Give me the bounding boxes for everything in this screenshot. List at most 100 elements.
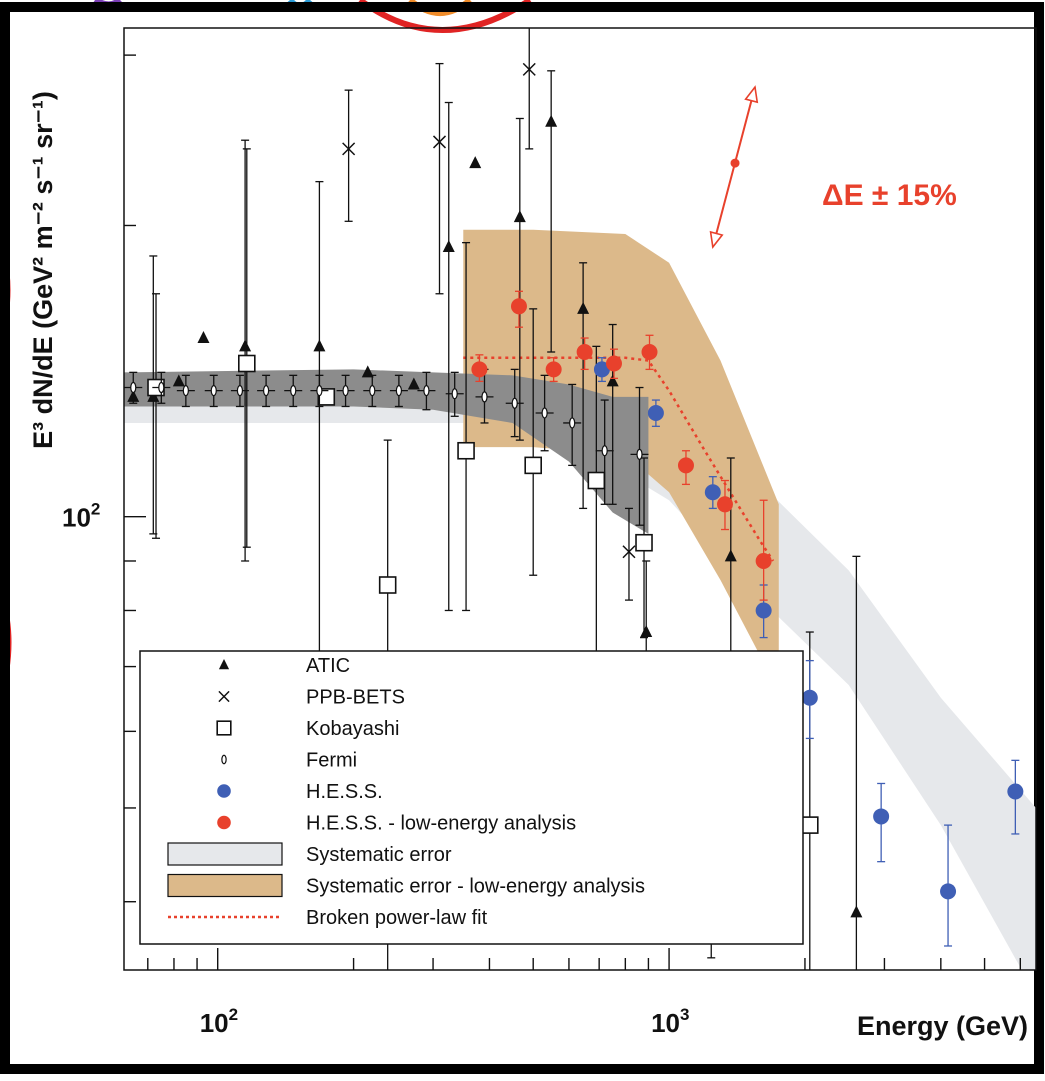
atic-point <box>545 114 558 127</box>
h-e-s-s-low-energy-analysis-point <box>716 496 733 513</box>
legend-label: Systematic error <box>306 844 452 866</box>
ppb-bets-point <box>432 135 447 149</box>
legend-item-h-e-s-s: H.E.S.S. <box>217 781 383 803</box>
fermi-point <box>423 385 430 397</box>
fermi-point <box>236 385 244 397</box>
legend-item-systematic-error: Systematic error <box>167 842 452 866</box>
ppb-bets-point-stroke-b <box>622 545 636 559</box>
kobayashi-point <box>800 816 819 834</box>
h-e-s-s-point <box>940 883 957 900</box>
y-tick-exponent: 2 <box>91 500 100 519</box>
series-layer <box>124 28 1024 970</box>
y-tick-label-100: 102 <box>62 500 100 533</box>
y-tick-base: 10 <box>62 503 91 533</box>
atic-point <box>640 625 653 638</box>
band-systematic-error <box>124 396 1036 970</box>
series-ppb-bets <box>342 28 636 601</box>
fermi-point <box>262 385 270 397</box>
legend-label: Systematic error - low-energy analysis <box>306 876 645 898</box>
legend-circle-swatch <box>217 815 231 830</box>
legend-label: PPB-BETS <box>306 687 405 709</box>
atic-point <box>361 365 374 378</box>
fermi-point <box>369 385 376 397</box>
h-e-s-s-low-energy-analysis-point <box>471 361 488 378</box>
legend-label: H.E.S.S. <box>306 781 383 803</box>
ppb-bets-point-stroke-b <box>342 142 356 156</box>
legend-circle-swatch <box>217 784 231 798</box>
atic-point <box>239 339 252 352</box>
fermi-point <box>130 381 137 394</box>
x-axis-title: Energy (GeV) <box>857 1011 1028 1041</box>
legend-item-broken-power-law-fit: Broken power-law fit <box>168 907 488 929</box>
atic-point <box>197 331 210 344</box>
kobayashi-point <box>587 471 606 490</box>
h-e-s-s-point <box>873 808 890 825</box>
fermi-point <box>569 417 576 429</box>
annotation-layer: ΔE ± 15% <box>709 85 957 249</box>
fermi-point <box>210 385 217 397</box>
fermi-point <box>290 385 297 397</box>
fermi-point <box>158 381 165 394</box>
atic-point <box>606 374 619 387</box>
legend-box <box>139 650 804 945</box>
fit-layer <box>463 356 775 562</box>
legend-item-h-e-s-s-low-energy-analysis: H.E.S.S. - low-energy analysis <box>217 813 576 835</box>
legend-layer: ATIC PPB-BETS Kobayashi Fermi H.E.S.S. H.E.S.… <box>139 650 804 945</box>
kobayashi-point <box>238 354 256 373</box>
h-e-s-s-point <box>593 361 610 378</box>
legend-item-atic: ATIC <box>218 655 350 677</box>
x-tick-label-1000: 103 <box>651 1005 689 1038</box>
energy-scale-annotation-label: ΔE ± 15% <box>822 179 957 212</box>
legend-diamond-swatch <box>221 754 227 765</box>
ppb-bets-point-stroke-b <box>522 62 536 76</box>
legend-band-swatch <box>167 842 283 866</box>
fermi-point <box>451 388 458 400</box>
legend-label: H.E.S.S. - low-energy analysis <box>306 813 576 835</box>
x-tick-exponent: 3 <box>680 1005 689 1024</box>
kobayashi-point <box>524 456 543 475</box>
h-e-s-s-point <box>801 689 818 706</box>
kobayashi-point <box>457 441 475 460</box>
atic-point <box>172 374 185 387</box>
atic-point <box>442 240 455 253</box>
series-h-e-s-s <box>593 357 1024 947</box>
ppb-bets-point <box>622 545 636 559</box>
legend-label: ATIC <box>306 655 350 677</box>
ppb-bets-point <box>342 142 356 156</box>
h-e-s-s-point <box>704 484 721 501</box>
legend-band-swatch <box>167 873 283 898</box>
h-e-s-s-point <box>755 602 772 619</box>
h-e-s-s-low-energy-analysis-point <box>677 457 694 474</box>
atic-point <box>313 339 326 352</box>
energy-scale-arrowhead-down <box>709 230 724 249</box>
legend-item-fermi: Fermi <box>221 750 357 772</box>
ppb-bets-point <box>522 62 536 76</box>
y-axis-title: E³ dN/dE (GeV² m⁻² s⁻¹ sr⁻¹) <box>28 91 58 449</box>
fermi-point <box>182 385 189 397</box>
h-e-s-s-low-energy-analysis-point <box>755 552 772 569</box>
energy-scale-arrowhead-up <box>744 85 759 104</box>
h-e-s-s-low-energy-analysis-point <box>605 355 622 372</box>
series-h-e-s-s-low-energy-analysis <box>471 290 772 601</box>
atic-point <box>513 210 526 223</box>
atic-point <box>724 549 737 562</box>
h-e-s-s-low-energy-analysis-point <box>576 343 593 360</box>
fermi-point <box>511 397 518 409</box>
legend-cross-swatch-stroke-b <box>218 690 230 703</box>
h-e-s-s-low-energy-analysis-point <box>641 343 658 360</box>
red-arc-ornament <box>358 0 532 33</box>
legend-item-ppb-bets: PPB-BETS <box>218 687 405 709</box>
x-tick-base: 10 <box>651 1008 680 1038</box>
ppb-bets-point-stroke-b <box>432 135 447 149</box>
atic-point <box>407 377 420 390</box>
legend-label: Kobayashi <box>306 718 399 740</box>
atic-point <box>469 156 482 169</box>
series-fermi <box>124 368 649 526</box>
fermi-point <box>636 448 643 460</box>
kobayashi-point <box>635 533 653 552</box>
fermi-point <box>342 385 349 397</box>
legend-item-systematic-error-low-energy-analysis: Systematic error - low-energy analysis <box>167 873 645 898</box>
